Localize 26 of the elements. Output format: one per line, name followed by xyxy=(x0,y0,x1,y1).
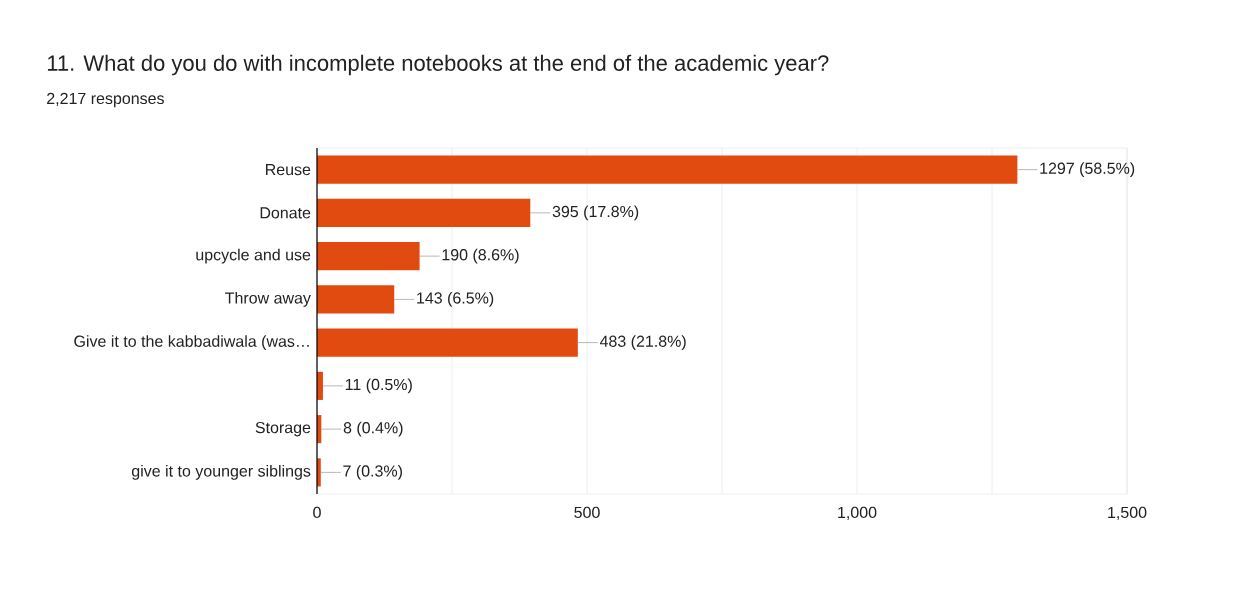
bar xyxy=(317,155,1018,184)
text: 2,217 responses xyxy=(47,92,164,108)
data-label: 11 (0.5%) xyxy=(345,378,412,394)
x-tick-label: 0 xyxy=(313,506,321,519)
chart-title: 11. What do you do with incomplete notebooks at the end of the academic year? xyxy=(47,54,829,76)
data-label: 1297 (58.5%) xyxy=(1040,162,1135,178)
y-tick-label: Storage xyxy=(255,421,311,437)
y-tick-label: upcycle and use xyxy=(196,248,311,264)
x-tick-label: 1,000 xyxy=(838,506,877,520)
y-tick-label: give it to younger siblings xyxy=(131,464,311,480)
y-tick-label: Donate xyxy=(260,207,311,219)
x-tick-label: 500 xyxy=(574,506,600,519)
bar xyxy=(317,198,531,227)
data-label: 7 (0.3%) xyxy=(343,464,402,480)
bar xyxy=(317,328,578,357)
data-label: 190 (8.6%) xyxy=(442,248,519,264)
bar xyxy=(317,242,420,271)
y-tick-label: Throw away xyxy=(225,291,311,307)
data-label: 8 (0.4%) xyxy=(343,421,403,437)
y-tick-label: Give it to the kabbadiwala (was… xyxy=(74,335,309,351)
data-label: 483 (21.8%) xyxy=(599,335,686,351)
data-label: 395 (17.8%) xyxy=(552,205,639,221)
x-tick-label: 1,500 xyxy=(1108,506,1147,520)
y-tick-label: Reuse xyxy=(266,164,311,176)
data-label: 143 (6.5%) xyxy=(417,291,494,307)
bar xyxy=(317,285,395,314)
